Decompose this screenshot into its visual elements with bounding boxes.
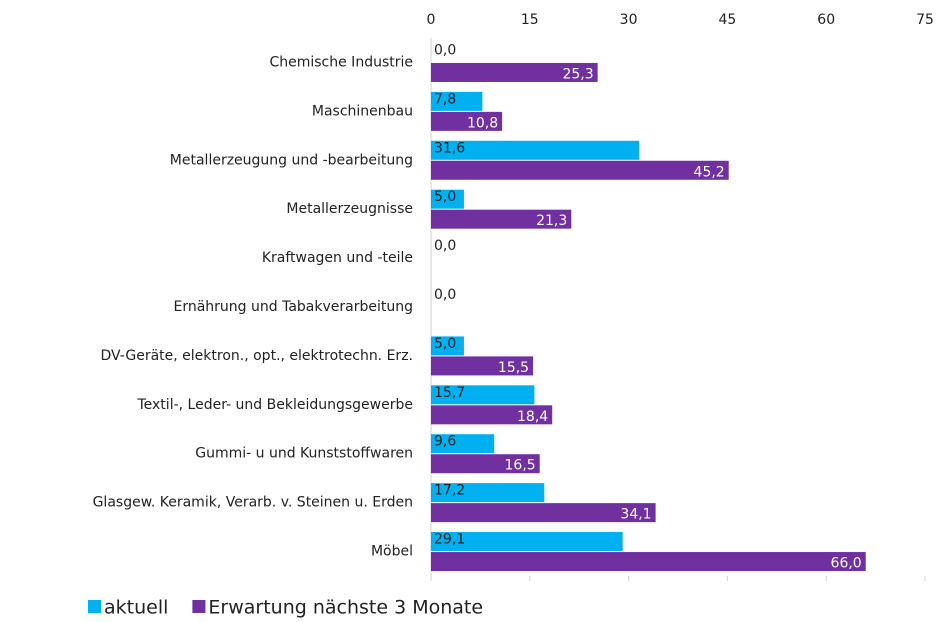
category-label: DV-Geräte, elektron., opt., elektrotechn… bbox=[101, 348, 413, 364]
value-label: 9,6 bbox=[434, 434, 456, 450]
bar bbox=[431, 356, 534, 376]
bar bbox=[431, 532, 623, 552]
value-label: 10,8 bbox=[467, 115, 498, 131]
category-label: Gummi- u und Kunststoffwaren bbox=[195, 446, 413, 462]
category-label: Kraftwagen und -teile bbox=[262, 250, 413, 266]
bar bbox=[431, 434, 495, 454]
value-label: 17,2 bbox=[434, 483, 465, 499]
x-tick-label: 30 bbox=[620, 12, 638, 28]
category-label: Textil-, Leder- und Bekleidungsgewerbe bbox=[136, 397, 413, 413]
legend-label: aktuell bbox=[104, 597, 168, 619]
category-label: Chemische Industrie bbox=[269, 54, 413, 70]
bar bbox=[431, 160, 729, 180]
legend-label: Erwartung nächste 3 Monate bbox=[208, 597, 483, 619]
value-label: 66,0 bbox=[831, 556, 862, 572]
value-label: 16,5 bbox=[505, 458, 536, 474]
value-label: 5,0 bbox=[434, 189, 456, 205]
value-label: 15,7 bbox=[434, 385, 465, 401]
bar bbox=[431, 111, 503, 131]
bar bbox=[431, 552, 866, 572]
category-label: Ernährung und Tabakverarbeitung bbox=[174, 299, 414, 315]
category-label: Maschinenbau bbox=[312, 103, 413, 119]
category-label: Möbel bbox=[371, 544, 413, 560]
value-label: 25,3 bbox=[562, 66, 593, 82]
value-label: 21,3 bbox=[536, 213, 567, 229]
category-label: Glasgew. Keramik, Verarb. v. Steinen u. … bbox=[93, 495, 413, 511]
value-label: 5,0 bbox=[434, 336, 456, 352]
bar bbox=[431, 405, 553, 425]
value-label: 7,8 bbox=[434, 91, 456, 107]
x-tick-label: 45 bbox=[718, 12, 736, 28]
x-tick-label: 15 bbox=[521, 12, 539, 28]
value-label: 45,2 bbox=[694, 164, 725, 180]
value-label: 0,0 bbox=[434, 42, 456, 58]
value-label: 18,4 bbox=[517, 409, 548, 425]
value-label: 0,0 bbox=[434, 238, 456, 254]
bar bbox=[431, 140, 640, 160]
value-label: 31,6 bbox=[434, 140, 465, 156]
value-label: 29,1 bbox=[434, 532, 465, 548]
value-label: 15,5 bbox=[498, 360, 529, 376]
x-tick-label: 60 bbox=[817, 12, 835, 28]
category-label: Metallerzeugung und -bearbeitung bbox=[170, 152, 413, 168]
legend-swatch bbox=[88, 600, 101, 613]
category-label: Metallerzeugnisse bbox=[286, 201, 413, 217]
bar bbox=[431, 209, 572, 229]
bar bbox=[431, 483, 545, 503]
x-tick-label: 0 bbox=[427, 12, 436, 28]
value-label: 34,1 bbox=[620, 507, 651, 523]
bar bbox=[431, 385, 535, 405]
bar bbox=[431, 454, 540, 474]
bar bbox=[431, 503, 656, 523]
bar bbox=[431, 91, 483, 111]
value-label: 0,0 bbox=[434, 287, 456, 303]
bar bbox=[431, 336, 464, 356]
bar bbox=[431, 189, 464, 209]
bar bbox=[431, 62, 598, 82]
legend-swatch bbox=[192, 600, 206, 613]
x-tick-label: 75 bbox=[916, 12, 934, 28]
